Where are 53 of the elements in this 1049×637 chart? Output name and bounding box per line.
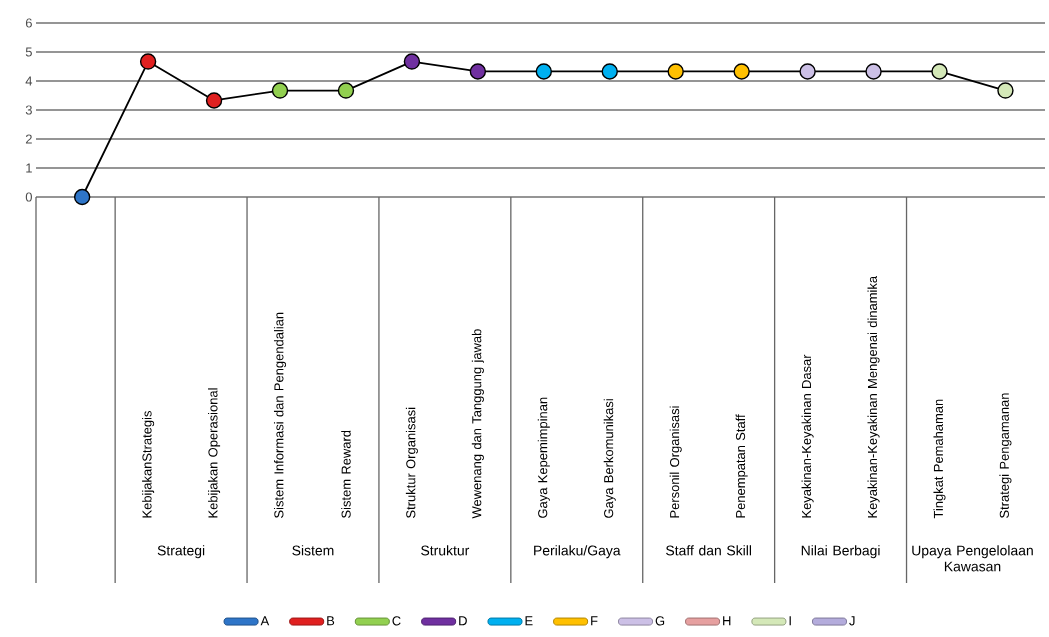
x-tick-label: KebijakanStrategis bbox=[142, 411, 155, 518]
point bbox=[997, 82, 1014, 99]
legend-label: G bbox=[655, 616, 665, 626]
x-tick-label: Gaya Kepemimpinan bbox=[537, 397, 550, 518]
point bbox=[601, 63, 618, 80]
x-tick-label: Tingkat Pemahaman bbox=[933, 399, 946, 519]
x-tick-label: Keyakinan-Keyakinan Dasar bbox=[801, 354, 814, 518]
point bbox=[535, 63, 553, 80]
legend-label: I bbox=[789, 616, 791, 626]
text: Sistem bbox=[292, 545, 334, 556]
point bbox=[667, 63, 684, 80]
point bbox=[733, 63, 750, 80]
text: Strategi bbox=[157, 545, 205, 559]
x-tick-label: Personil Organisasi bbox=[669, 406, 682, 518]
x-tick-label: Sistem Reward bbox=[341, 430, 351, 518]
x-tick-label: Struktur Organisasi bbox=[405, 407, 418, 518]
x-tick-label: Wewenang dan Tanggung jawab bbox=[471, 329, 484, 519]
legend-label: H bbox=[723, 616, 731, 626]
point bbox=[337, 82, 355, 99]
point bbox=[931, 63, 948, 80]
text: Struktur bbox=[421, 545, 470, 556]
x-tick-label: Penempatan Staff bbox=[735, 414, 748, 518]
legend-label: C bbox=[392, 616, 401, 626]
point bbox=[271, 82, 289, 99]
point bbox=[73, 188, 91, 206]
x-tick-label: Kebijakan Operasional bbox=[208, 388, 221, 518]
point bbox=[469, 63, 487, 80]
legend-label: A bbox=[260, 616, 270, 626]
text: Upaya Pengelolaan Kawasan bbox=[912, 545, 1033, 572]
y-tick-label: 5 bbox=[25, 47, 32, 57]
point bbox=[139, 53, 157, 70]
point bbox=[865, 63, 882, 80]
legend-label: J bbox=[849, 616, 855, 626]
point bbox=[799, 63, 816, 80]
legend-label: F bbox=[591, 616, 598, 626]
legend-label: D bbox=[459, 616, 467, 626]
x-tick-label: Keyakinan-Keyakinan Mengenai dinamika bbox=[867, 275, 880, 518]
y-tick-label: 3 bbox=[25, 105, 32, 115]
y-tick-label: 4 bbox=[25, 76, 33, 86]
point bbox=[205, 92, 223, 109]
y-tick-label: 1 bbox=[26, 163, 32, 173]
y-tick-label: 0 bbox=[25, 192, 32, 202]
y-tick-label: 2 bbox=[25, 134, 32, 144]
text: Perilaku/Gaya bbox=[534, 545, 621, 559]
text: Nilai Berbagi bbox=[801, 545, 880, 559]
text: Staff dan Skill bbox=[666, 545, 752, 556]
point bbox=[403, 53, 421, 70]
x-tick-label: Sistem Informasi dan Pengendalian bbox=[273, 312, 287, 518]
x-tick-label: Strategi Pengamanan bbox=[999, 393, 1012, 518]
legend-label: B bbox=[327, 616, 335, 626]
legend-label: E bbox=[525, 616, 533, 626]
y-tick-label: 6 bbox=[25, 18, 32, 28]
x-tick-label: Gaya Berkomunikasi bbox=[603, 399, 616, 518]
